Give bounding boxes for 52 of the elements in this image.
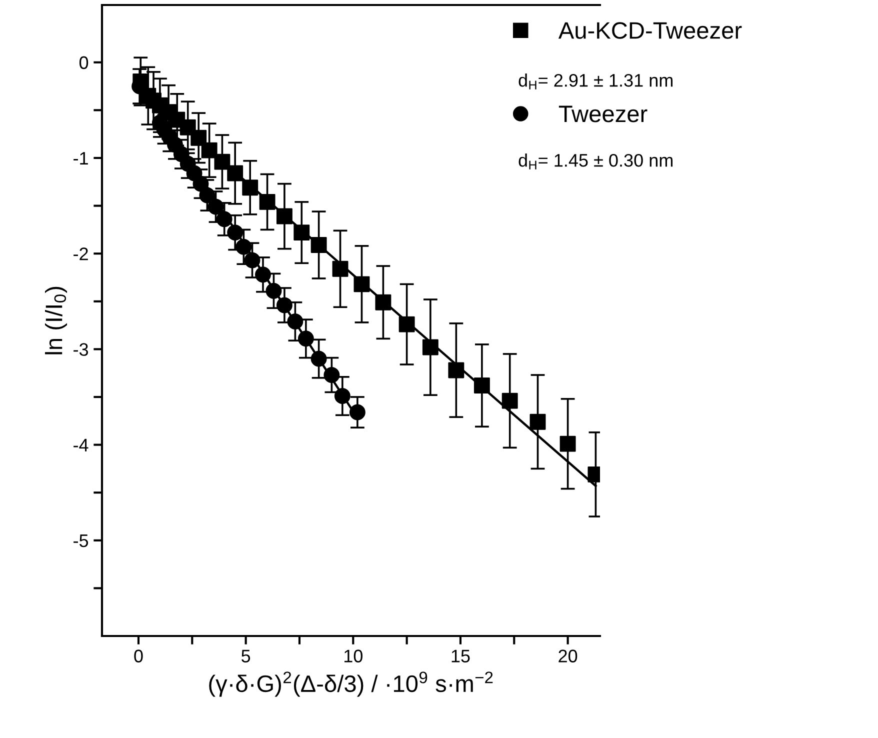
x-tick-label: 10 [344,650,362,662]
point [190,130,207,146]
point [332,260,348,277]
point [375,294,392,310]
annotation: d$_{H}$= 2.91 ± 1.31 nm [518,73,673,90]
point [208,198,224,215]
point [530,414,546,430]
point [349,404,366,420]
point [244,252,260,268]
point [310,236,327,253]
point [192,176,209,192]
point [310,350,327,367]
point [398,316,415,332]
x-tick-label: 5 [242,650,250,662]
point [560,436,576,452]
point [199,187,216,204]
point [255,266,271,283]
y-tick-label: -4 [74,438,88,452]
legend-label: Tweezer [558,106,648,122]
x-tick-label: 0 [134,650,143,662]
point [214,154,230,170]
point [294,224,310,241]
point [287,313,304,330]
point [276,297,292,314]
point [201,142,218,158]
point [502,392,518,409]
legend-label: Au-KCD-Tweezer [558,22,742,39]
point [334,388,350,404]
point [236,238,252,255]
y-tick-label: -1 [74,152,88,165]
x-axis-title: (γ·δ·G)$^{2}$(Δ-δ/3) / ·10$^{9}$ s·m$^{−2}$ [209,672,493,697]
point [422,339,438,356]
point [242,180,258,196]
point [324,367,340,383]
y-tick-label: -3 [74,343,88,356]
point [266,282,282,299]
point [354,276,370,292]
point [259,194,276,210]
y-axis-title: ln (I/I$_{0}$) [45,286,67,354]
annotation: d$_{H}$= 1.45 ± 0.30 nm [518,153,673,170]
point [448,362,464,378]
point [227,224,244,241]
point [298,330,314,347]
point [474,378,490,394]
y-tick-label: 0 [79,56,88,70]
point [216,211,232,228]
x-tick-label: 15 [452,650,470,662]
y-tick-label: -2 [74,248,88,260]
point [276,208,292,224]
point [227,165,244,182]
y-tick-label: -5 [74,534,88,548]
x-tick-label: 20 [558,650,578,662]
